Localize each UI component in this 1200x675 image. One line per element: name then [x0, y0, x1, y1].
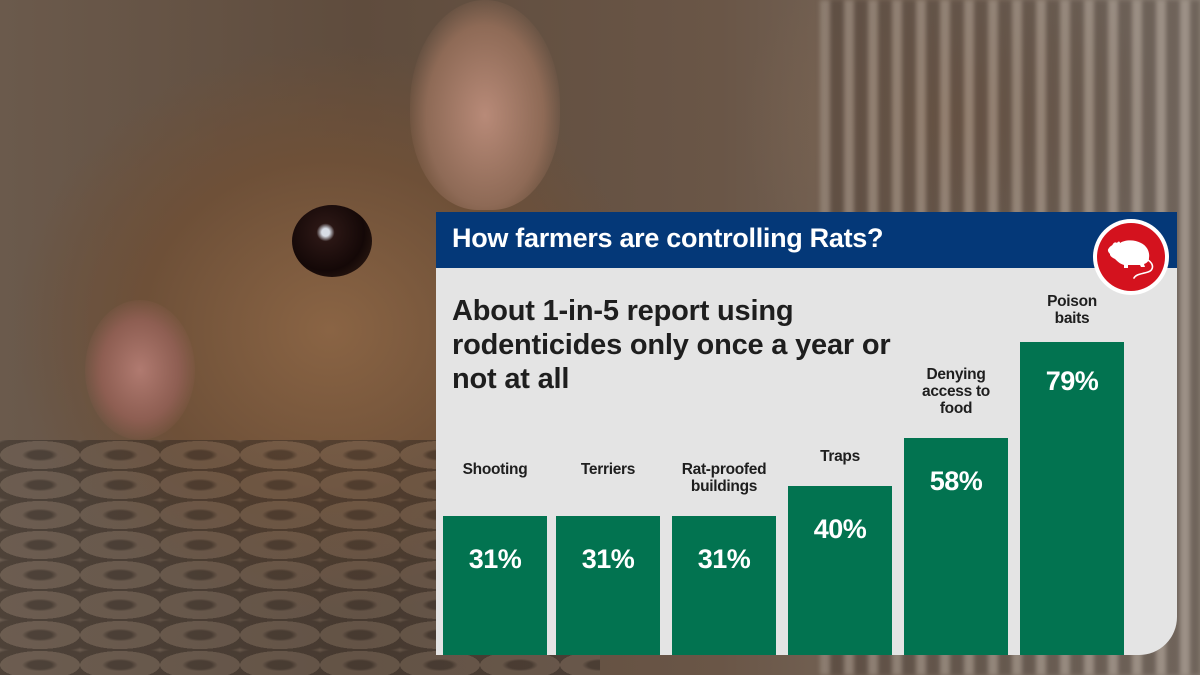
rat-icon: [1107, 240, 1154, 279]
bar-poison-baits: 79%: [1020, 342, 1124, 655]
bar-label-terriers: Terriers: [580, 461, 636, 478]
bar-label-shooting: Shooting: [462, 461, 528, 478]
bar-rat-proofed-buildings: 31%: [672, 516, 776, 655]
bar-label-rat-proofed: Rat-proofed buildings: [681, 461, 767, 495]
chart-header: How farmers are controlling Rats?: [436, 212, 1177, 268]
rat-badge: [1093, 219, 1169, 295]
bar-shooting: 31%: [443, 516, 547, 655]
photo-rat-nose: [85, 300, 195, 440]
bar-value-rat-proofed: 31%: [697, 544, 751, 574]
bar-value-traps: 40%: [813, 514, 867, 544]
chart-panel: How farmers are controlling Rats? About …: [436, 212, 1177, 655]
bar-value-terriers: 31%: [581, 544, 635, 574]
bar-label-traps: Traps: [820, 448, 860, 465]
bar-denying-access-to-food: 58%: [904, 438, 1008, 655]
bar-value-shooting: 31%: [468, 544, 522, 574]
bar-value-denying-access: 58%: [929, 466, 983, 496]
bar-traps: 40%: [788, 486, 892, 655]
bar-value-poison-baits: 79%: [1045, 366, 1099, 396]
chart-title: How farmers are controlling Rats?: [452, 223, 884, 253]
bar-label-denying-access: Denying access to food: [922, 366, 990, 417]
chart-subtitle: About 1-in-5 report using rodenticides o…: [452, 295, 891, 395]
photo-rat-ear: [410, 0, 560, 210]
photo-rat-eye: [292, 205, 372, 277]
bar-label-poison-baits: Poison baits: [1047, 293, 1097, 327]
bar-terriers: 31%: [556, 516, 660, 655]
